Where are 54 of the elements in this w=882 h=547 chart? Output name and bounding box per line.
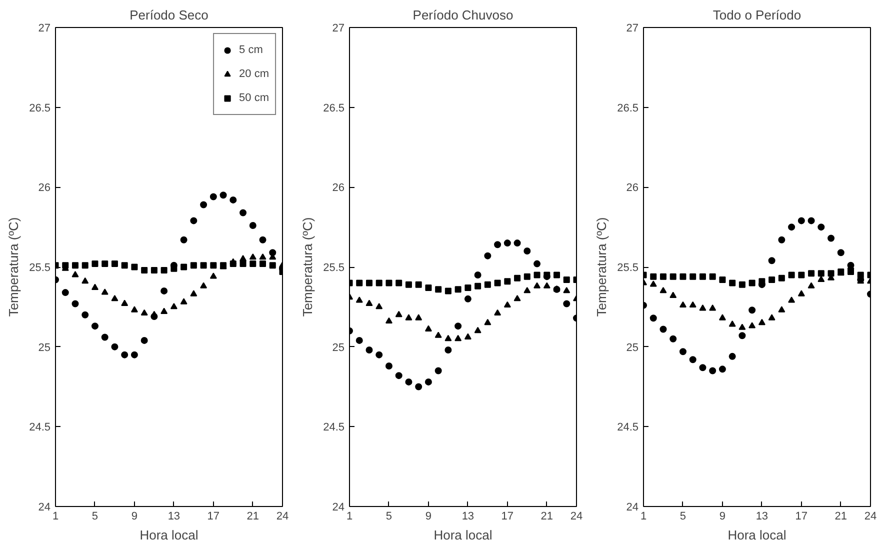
y-tick-label: 24.5 [323, 422, 345, 434]
x-tick-label: 24 [570, 510, 583, 522]
y-tick-label: 24.5 [617, 422, 639, 434]
y-tick-label: 26 [38, 182, 51, 194]
y-tick-label: 26.5 [323, 102, 345, 114]
y-tick-label: 25 [38, 342, 51, 354]
y-tick-label: 24 [626, 502, 639, 514]
legend-label: 50 cm [239, 91, 269, 106]
x-tick-label: 17 [207, 510, 220, 522]
y-tick-label: 26.5 [617, 102, 639, 114]
y-tick-label: 26.5 [29, 102, 51, 114]
x-axis-title: Hora local [728, 528, 786, 542]
y-tick-label: 27 [38, 22, 51, 34]
y-tick-label: 24 [38, 502, 51, 514]
chart-title: Período Chuvoso [412, 8, 514, 22]
x-tick-label: 1 [640, 510, 647, 522]
x-axis-title: Hora local [140, 528, 198, 542]
y-axis-title: Temperatura (ºC) [300, 217, 316, 317]
chart-title: Período Seco [130, 8, 208, 22]
x-tick-label: 9 [425, 510, 432, 522]
y-tick-label: 25.5 [29, 262, 51, 274]
x-tick-label: 13 [756, 510, 768, 522]
x-axis-title: Hora local [434, 528, 492, 542]
x-tick-label: 17 [795, 510, 808, 522]
y-tick-label: 25.5 [323, 262, 345, 274]
x-tick-label: 9 [719, 510, 726, 522]
x-tick-label: 21 [246, 510, 260, 522]
x-tick-label: 13 [168, 510, 180, 522]
legend-label: 20 cm [239, 67, 269, 82]
y-tick-label: 24 [332, 502, 345, 514]
y-tick-label: 25 [332, 342, 345, 354]
x-tick-label: 17 [501, 510, 514, 522]
y-tick-label: 26 [332, 182, 345, 194]
y-axis-title: Temperatura (ºC) [6, 217, 22, 317]
x-tick-label: 21 [540, 510, 554, 522]
x-tick-label: 1 [346, 510, 353, 522]
y-tick-label: 25 [626, 342, 639, 354]
y-tick-label: 26 [626, 182, 639, 194]
x-tick-label: 24 [864, 510, 877, 522]
x-tick-label: 1 [52, 510, 59, 522]
x-tick-label: 5 [680, 510, 686, 522]
y-tick-label: 24.5 [29, 422, 51, 434]
x-tick-label: 13 [462, 510, 474, 522]
y-tick-label: 25.5 [617, 262, 639, 274]
chart-title: Todo o Período [712, 8, 802, 22]
y-tick-label: 27 [626, 22, 639, 34]
y-tick-label: 27 [332, 22, 345, 34]
x-tick-label: 24 [276, 510, 289, 522]
x-tick-label: 5 [386, 510, 392, 522]
x-tick-label: 21 [834, 510, 848, 522]
x-tick-label: 5 [92, 510, 98, 522]
x-tick-label: 9 [131, 510, 138, 522]
legend-label: 5 cm [239, 43, 263, 58]
y-axis-title: Temperatura (ºC) [594, 217, 610, 317]
